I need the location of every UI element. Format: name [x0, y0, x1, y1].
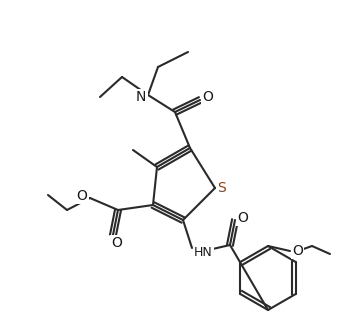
Text: HN: HN	[194, 247, 213, 259]
Text: O: O	[292, 244, 303, 258]
Text: O: O	[238, 211, 248, 225]
Text: O: O	[202, 90, 214, 104]
Text: O: O	[112, 236, 122, 250]
Text: S: S	[218, 181, 227, 195]
Text: O: O	[76, 189, 88, 203]
Text: N: N	[136, 90, 146, 104]
